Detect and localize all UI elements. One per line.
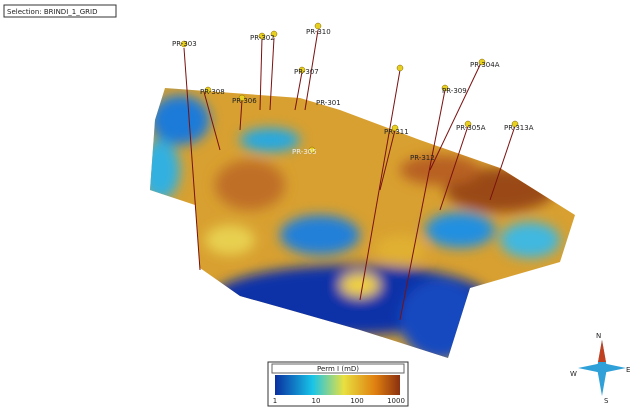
compass-label: N <box>596 332 601 340</box>
well-label: PR-309 <box>442 87 467 95</box>
well-paths <box>183 29 516 321</box>
well-label: PR-312 <box>410 154 435 162</box>
legend-title-box <box>271 363 405 374</box>
legend-tick: 100 <box>350 397 363 405</box>
well-label: PR-305 <box>292 148 317 156</box>
selection-box <box>3 4 117 18</box>
colorbar <box>275 375 400 395</box>
legend-tick: 1000 <box>387 397 405 405</box>
well-label: PR-305A <box>456 124 486 132</box>
compass-label: E <box>626 366 630 374</box>
legend-tick: 1 <box>273 397 277 405</box>
legend-tick: 10 <box>312 397 321 405</box>
legend-title: Perm I (mD) <box>317 365 359 373</box>
well-icons <box>180 22 519 154</box>
selection-title: Selection: BRINDI_1_GRID <box>7 8 97 16</box>
well-label: PR-310 <box>306 28 331 36</box>
compass-label: S <box>604 397 609 405</box>
well-label: PR-304A <box>470 61 500 69</box>
compass-label: W <box>570 370 577 378</box>
well-label: PR-313A <box>504 124 534 132</box>
legend: Perm I (mD) 1 10 100 1000 <box>267 361 409 407</box>
well-label: PR-302 <box>250 34 275 42</box>
well-label: PR-306 <box>232 97 257 105</box>
well-label: PR-303 <box>172 40 197 48</box>
well-label: PR-311 <box>384 128 409 136</box>
well-label: PR-308 <box>200 88 225 96</box>
well-label: PR-307 <box>294 68 319 76</box>
compass: N E S W <box>570 332 630 405</box>
well-label: PR-301 <box>316 99 341 107</box>
